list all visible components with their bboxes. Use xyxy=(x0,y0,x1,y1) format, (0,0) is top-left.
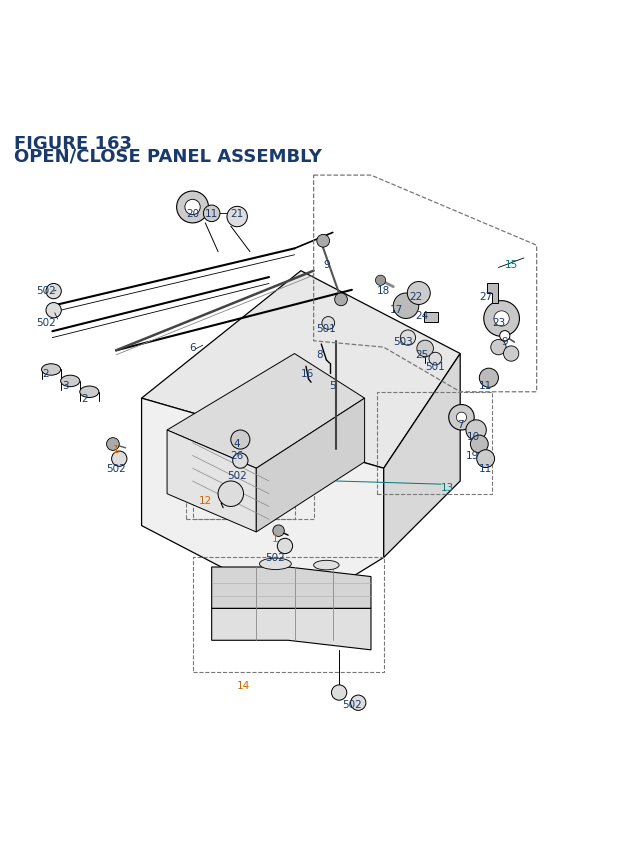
Text: 4: 4 xyxy=(234,438,241,449)
Text: 9: 9 xyxy=(502,337,508,346)
Polygon shape xyxy=(487,284,499,303)
Text: 23: 23 xyxy=(492,318,505,327)
Text: 1: 1 xyxy=(272,534,278,543)
Ellipse shape xyxy=(80,387,99,398)
Text: 26: 26 xyxy=(230,451,244,461)
Polygon shape xyxy=(212,567,371,609)
Ellipse shape xyxy=(42,364,61,375)
Text: 10: 10 xyxy=(467,432,479,442)
Text: 14: 14 xyxy=(237,680,250,690)
Text: 17: 17 xyxy=(390,305,403,314)
Text: 19: 19 xyxy=(467,451,479,461)
Circle shape xyxy=(317,235,330,248)
Circle shape xyxy=(335,294,348,307)
Circle shape xyxy=(376,276,386,286)
Text: 8: 8 xyxy=(317,349,323,359)
Polygon shape xyxy=(384,354,460,558)
Text: 6: 6 xyxy=(189,343,196,353)
Circle shape xyxy=(400,331,415,346)
Circle shape xyxy=(417,341,433,357)
Text: 11: 11 xyxy=(479,381,492,391)
Ellipse shape xyxy=(259,559,291,570)
Bar xyxy=(186,424,314,519)
Circle shape xyxy=(111,451,127,467)
Text: OPEN/CLOSE PANEL ASSEMBLY: OPEN/CLOSE PANEL ASSEMBLY xyxy=(14,147,322,165)
Circle shape xyxy=(466,420,486,441)
Circle shape xyxy=(273,525,284,536)
Polygon shape xyxy=(167,430,256,532)
Text: 9: 9 xyxy=(323,260,330,270)
Text: 11: 11 xyxy=(479,464,492,474)
Text: 22: 22 xyxy=(409,292,422,302)
Circle shape xyxy=(227,208,247,227)
Polygon shape xyxy=(141,399,384,609)
Text: 2: 2 xyxy=(81,393,88,404)
Text: 2: 2 xyxy=(43,369,49,378)
Text: 502: 502 xyxy=(36,318,56,327)
Circle shape xyxy=(494,312,509,327)
Text: 21: 21 xyxy=(230,209,244,219)
Text: 3: 3 xyxy=(62,381,68,391)
Circle shape xyxy=(484,301,520,337)
Circle shape xyxy=(470,436,488,454)
Polygon shape xyxy=(212,609,371,650)
Ellipse shape xyxy=(314,561,339,570)
Text: 501: 501 xyxy=(317,324,336,334)
Circle shape xyxy=(504,346,519,362)
Text: 5: 5 xyxy=(330,381,336,391)
Text: 27: 27 xyxy=(479,292,492,302)
Ellipse shape xyxy=(61,375,80,387)
Text: 7: 7 xyxy=(457,419,463,429)
Text: 502: 502 xyxy=(106,464,126,474)
Circle shape xyxy=(429,353,442,366)
Text: 18: 18 xyxy=(377,286,390,295)
Circle shape xyxy=(233,454,248,468)
Circle shape xyxy=(231,430,250,449)
Text: 24: 24 xyxy=(415,311,429,321)
Text: 502: 502 xyxy=(227,470,247,480)
Text: 20: 20 xyxy=(186,209,199,219)
Text: 501: 501 xyxy=(425,362,445,372)
Circle shape xyxy=(277,539,292,554)
Circle shape xyxy=(185,200,200,215)
Text: 12: 12 xyxy=(198,496,212,505)
Circle shape xyxy=(332,685,347,700)
Circle shape xyxy=(394,294,419,319)
Circle shape xyxy=(407,282,430,305)
Circle shape xyxy=(106,438,119,451)
Polygon shape xyxy=(256,399,365,532)
Text: 11: 11 xyxy=(205,209,218,219)
Circle shape xyxy=(46,303,61,319)
Circle shape xyxy=(456,412,467,423)
Text: 13: 13 xyxy=(441,483,454,492)
Bar xyxy=(193,462,294,519)
Circle shape xyxy=(351,696,366,710)
Polygon shape xyxy=(424,313,438,322)
Text: 502: 502 xyxy=(266,553,285,563)
Circle shape xyxy=(322,317,335,330)
Polygon shape xyxy=(141,271,460,468)
Text: 503: 503 xyxy=(393,337,413,346)
Text: 502: 502 xyxy=(342,699,362,709)
Circle shape xyxy=(477,450,495,468)
Text: 16: 16 xyxy=(301,369,314,378)
Bar xyxy=(378,393,492,494)
Text: FIGURE 163: FIGURE 163 xyxy=(14,134,132,152)
Polygon shape xyxy=(167,354,365,468)
Circle shape xyxy=(218,481,244,507)
Text: 502: 502 xyxy=(36,286,56,295)
Circle shape xyxy=(491,340,506,356)
Text: 25: 25 xyxy=(415,349,429,359)
Circle shape xyxy=(46,284,61,300)
Text: 1: 1 xyxy=(113,444,120,455)
Circle shape xyxy=(500,331,510,342)
Circle shape xyxy=(479,369,499,387)
Circle shape xyxy=(177,192,209,224)
Text: 15: 15 xyxy=(504,260,518,270)
Bar xyxy=(193,558,384,672)
Circle shape xyxy=(204,206,220,222)
Circle shape xyxy=(449,405,474,430)
